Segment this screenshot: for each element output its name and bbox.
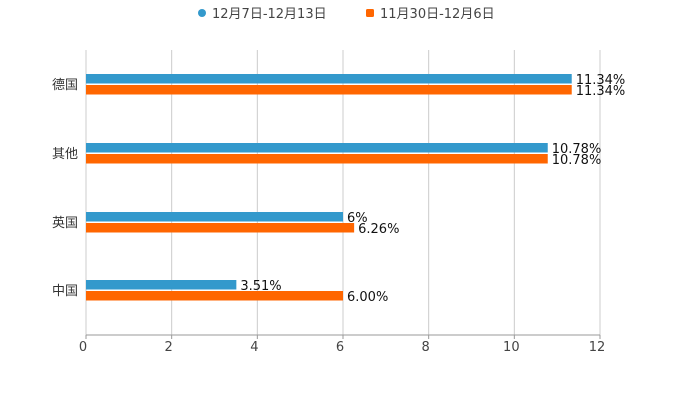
- x-tick-label: 0: [79, 340, 87, 355]
- category-label: 英国: [52, 216, 78, 231]
- data-label: 10.78%: [552, 142, 602, 157]
- category-label: 中国: [52, 284, 78, 299]
- category-label: 德国: [52, 78, 78, 93]
- bar-prev-week: [86, 223, 355, 233]
- x-tick-label: 12: [589, 340, 606, 355]
- data-label: 10.78%: [552, 153, 602, 168]
- bar-this-week: [86, 143, 548, 153]
- data-label: 11.34%: [576, 84, 626, 99]
- data-label: 3.51%: [240, 279, 281, 294]
- legend-marker-square-icon: [366, 9, 374, 17]
- data-label: 6.26%: [358, 222, 399, 237]
- legend-label: 12月7日-12月13日: [212, 7, 327, 22]
- x-tick-label: 10: [503, 340, 520, 355]
- bar-this-week: [86, 212, 343, 222]
- bar-prev-week: [86, 291, 343, 301]
- data-label: 11.34%: [576, 73, 626, 88]
- x-tick-label: 6: [336, 340, 344, 355]
- data-label: 6%: [347, 211, 368, 226]
- bar-this-week: [86, 280, 237, 290]
- bar-prev-week: [86, 85, 572, 95]
- x-tick-label: 8: [422, 340, 430, 355]
- bar-this-week: [86, 74, 572, 84]
- legend-label: 11月30日-12月6日: [380, 7, 495, 22]
- x-tick-label: 2: [165, 340, 173, 355]
- legend-marker-circle-icon: [198, 9, 206, 17]
- bar-prev-week: [86, 154, 548, 164]
- category-label: 其他: [52, 147, 78, 162]
- data-label: 6.00%: [347, 290, 388, 305]
- x-tick-label: 4: [250, 340, 258, 355]
